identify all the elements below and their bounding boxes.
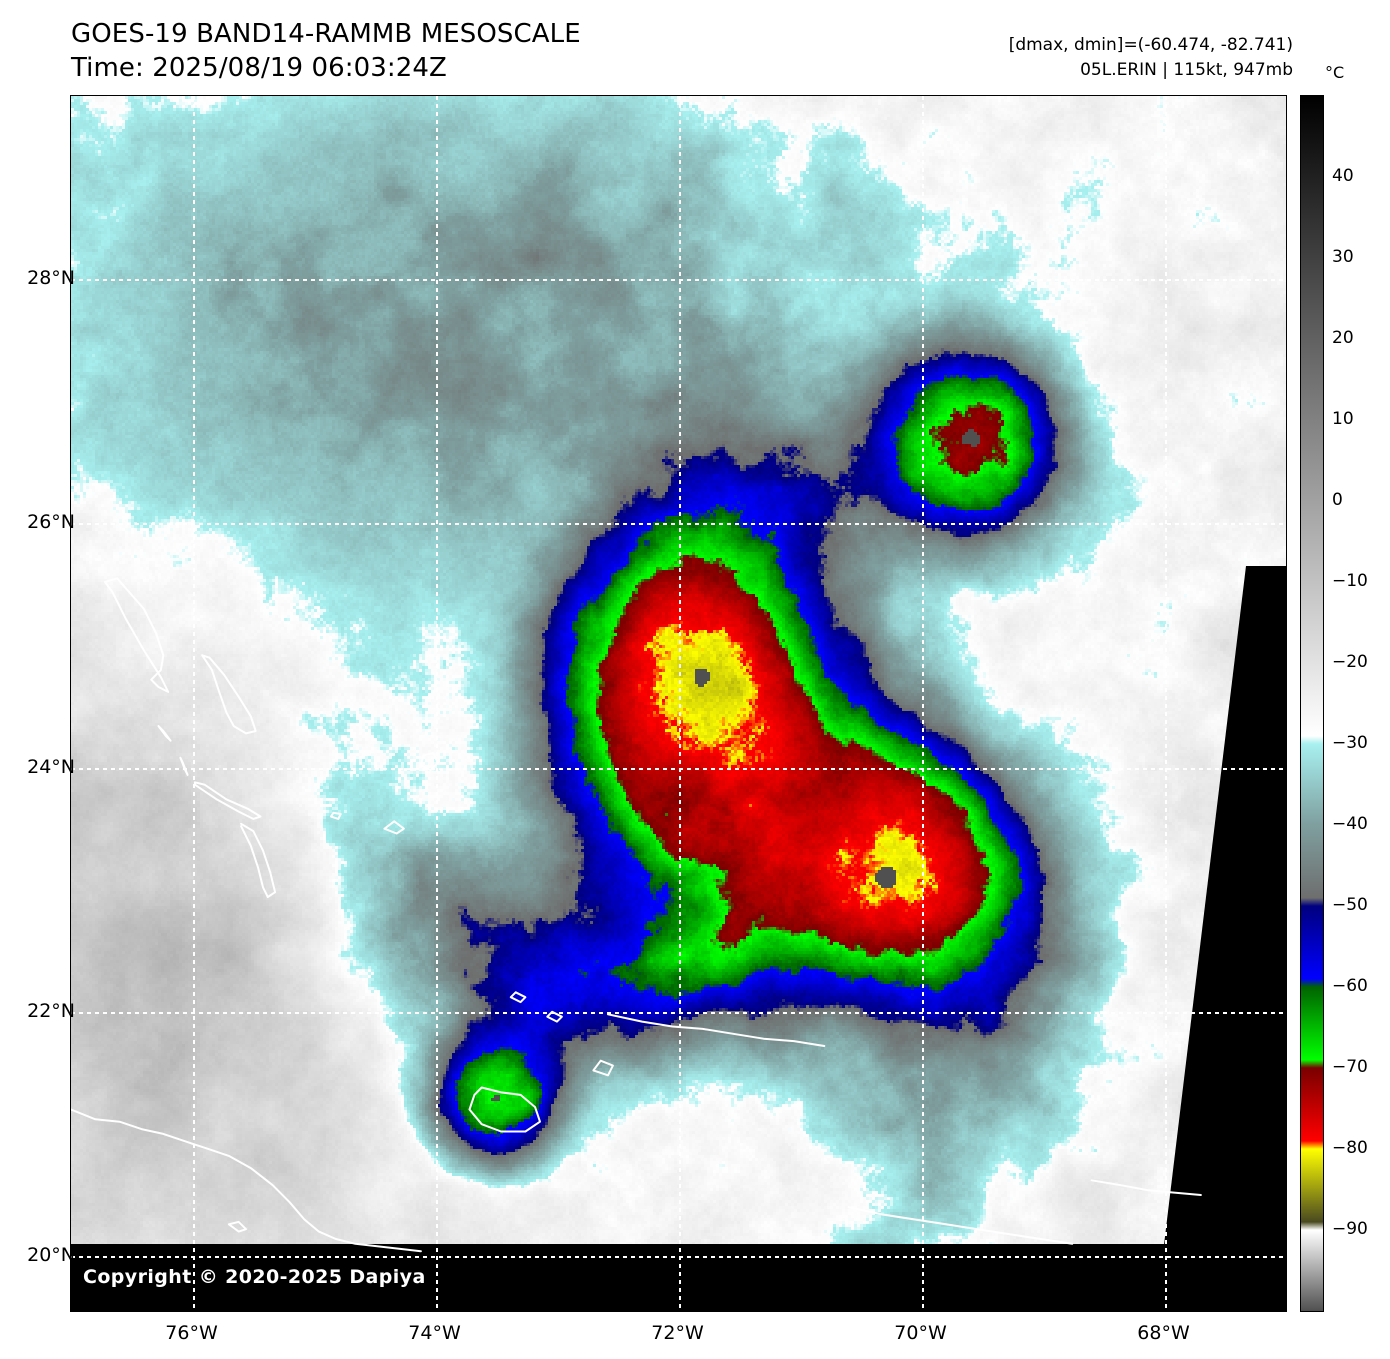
lat-tick-26: 26°N <box>27 511 75 533</box>
coastline-path <box>105 578 168 692</box>
coastline-path <box>331 813 341 819</box>
copyright-label: Copyright © 2020-2025 Dapiya <box>83 1266 426 1288</box>
colorbar-tick--80: −80 <box>1332 1138 1368 1158</box>
lon-tick-68: 68°W <box>1137 1322 1189 1344</box>
colorbar-tick--10: −10 <box>1332 571 1368 591</box>
coastline-path <box>421 753 438 770</box>
lat-tick-28: 28°N <box>27 267 75 289</box>
colorbar-tick--50: −50 <box>1332 895 1368 915</box>
colorbar-gradient <box>1301 96 1323 1311</box>
lon-tick-74: 74°W <box>408 1322 460 1344</box>
colorbar-tick-0: 0 <box>1332 490 1343 510</box>
coastline-path <box>511 992 526 1002</box>
colorbar-tick-20: 20 <box>1332 328 1354 348</box>
coastline-path <box>202 655 256 733</box>
coastline-path <box>470 1088 541 1132</box>
colorbar-tick-40: 40 <box>1332 166 1354 186</box>
colorbar-tick--20: −20 <box>1332 652 1368 672</box>
lon-tick-76: 76°W <box>165 1322 217 1344</box>
lat-tick-20: 20°N <box>27 1244 75 1266</box>
title-block: GOES-19 BAND14-RAMMB MESOSCALE Time: 202… <box>71 17 581 85</box>
dmax-dmin-label: [dmax, dmin]=(-60.474, -82.741) <box>1009 33 1293 58</box>
metadata-block: [dmax, dmin]=(-60.474, -82.741) 05L.ERIN… <box>1009 33 1293 83</box>
timestamp-label: Time: 2025/08/19 06:03:24Z <box>71 51 581 85</box>
coastline-path <box>241 824 275 897</box>
coastline-path <box>593 1061 613 1076</box>
colorbar-tick-10: 10 <box>1332 409 1354 429</box>
coastline-path <box>180 758 187 775</box>
colorbar-tick--40: −40 <box>1332 814 1368 834</box>
colorbar-tick--30: −30 <box>1332 733 1368 753</box>
colorbar-tick--70: −70 <box>1332 1057 1368 1077</box>
lat-tick-24: 24°N <box>27 756 75 778</box>
colorbar-tick--60: −60 <box>1332 976 1368 996</box>
coastline-path <box>1092 1180 1201 1195</box>
lat-tick-22: 22°N <box>27 1000 75 1022</box>
colorbar-unit-label: °C <box>1325 63 1344 82</box>
colorbar-tick-30: 30 <box>1332 247 1354 267</box>
satellite-image-plot: Copyright © 2020-2025 Dapiya <box>70 95 1287 1312</box>
colorbar <box>1300 95 1324 1312</box>
coastline-path <box>385 821 404 833</box>
storm-info-label: 05L.ERIN | 115kt, 947mb <box>1009 58 1293 83</box>
page-title: GOES-19 BAND14-RAMMB MESOSCALE <box>71 17 581 51</box>
coastline-path <box>849 1207 1073 1244</box>
coastline-path <box>547 1012 562 1022</box>
plot-inner <box>71 96 1286 1311</box>
coastline-path <box>608 1014 824 1046</box>
coastline-overlay <box>71 96 1286 1311</box>
coastline-path <box>159 726 171 741</box>
lon-tick-72: 72°W <box>651 1322 703 1344</box>
lon-tick-70: 70°W <box>894 1322 946 1344</box>
coastline-path <box>195 782 261 819</box>
coastline-path <box>229 1222 246 1232</box>
colorbar-tick--90: −90 <box>1332 1219 1368 1239</box>
